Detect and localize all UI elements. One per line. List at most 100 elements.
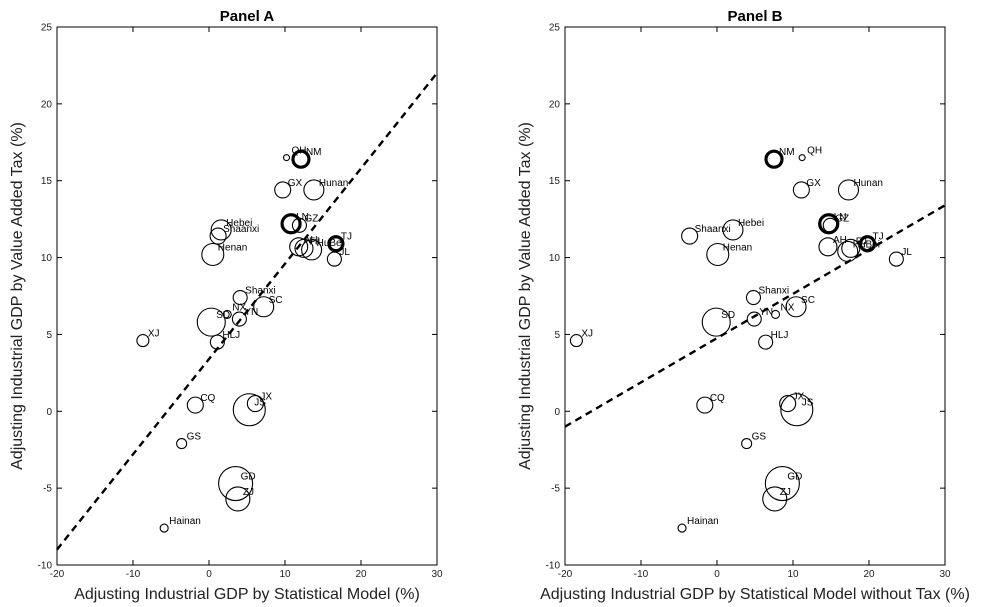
bubble-gs <box>176 438 188 450</box>
point-label: LN <box>296 212 309 223</box>
point-label: JS <box>802 398 814 409</box>
bubble-nm <box>764 149 784 169</box>
point-label: Hainan <box>687 516 719 527</box>
fit-line <box>56 72 438 551</box>
y-tick-label: 25 <box>41 23 53 34</box>
bubble-gz <box>822 217 838 233</box>
bubble-sd <box>701 307 731 337</box>
bubble-hebei <box>210 219 232 241</box>
point-label: Henan <box>218 242 247 253</box>
point-label: TJ <box>872 232 883 243</box>
point-label: NX <box>781 302 795 313</box>
point-label: XJ <box>581 329 593 340</box>
point-label: GS <box>187 432 202 443</box>
point-label: JS <box>254 398 266 409</box>
point-label: GD <box>241 472 256 483</box>
point-label: YN <box>759 307 773 318</box>
point-label: GX <box>288 178 303 189</box>
fit-line <box>564 204 946 428</box>
point-label: Shaanxi <box>223 224 259 235</box>
y-tick-label: 25 <box>549 23 561 34</box>
bubble-jx <box>779 395 797 413</box>
bubble-hlj <box>209 334 225 350</box>
bubble-qh <box>798 154 806 162</box>
point-label: SC <box>801 295 815 306</box>
y-tick-label: 20 <box>549 99 561 110</box>
bubble-sd <box>196 307 226 337</box>
point-label: Hunan <box>853 178 882 189</box>
x-tick-label: 0 <box>714 569 720 580</box>
point-label: QH <box>807 146 822 157</box>
x-tick-label: 10 <box>279 569 291 580</box>
bubble-js <box>780 393 814 427</box>
bubble-henan <box>201 242 225 267</box>
point-label: NM <box>306 147 322 158</box>
bubble-ln <box>280 213 302 235</box>
point-label: GD <box>787 472 802 483</box>
x-axis-label: Adjusting Industrial GDP by Statistical … <box>540 586 970 603</box>
bubble-hunan <box>303 179 325 201</box>
y-tick-label: 10 <box>549 253 561 264</box>
bubble-zj <box>762 486 788 512</box>
point-label: TJ <box>341 232 352 243</box>
bubble-gs <box>741 438 753 450</box>
bubble-shanxi <box>232 289 248 306</box>
point-label: JL <box>339 247 350 258</box>
bubble-fj <box>841 238 861 258</box>
point-label: JL <box>901 247 912 258</box>
panel-title: Panel B <box>727 8 782 25</box>
y-tick-label: 20 <box>41 99 53 110</box>
y-tick-label: 15 <box>549 176 561 187</box>
bubble-shaanxi <box>209 227 227 245</box>
y-tick-label: -10 <box>546 561 561 572</box>
y-tick-label: -5 <box>551 484 560 495</box>
x-tick-label: 20 <box>355 569 367 580</box>
bubble-gx <box>792 181 810 199</box>
bubble-hainan <box>677 523 687 533</box>
point-label: HLJ <box>771 330 789 341</box>
bubble-jl <box>888 251 904 267</box>
point-label: GZ <box>304 213 318 224</box>
x-tick-label: 30 <box>431 569 443 580</box>
x-tick-label: 30 <box>939 569 951 580</box>
point-label: Hainan <box>169 516 201 527</box>
x-tick-label: 0 <box>206 569 212 580</box>
x-tick-label: -10 <box>126 569 141 580</box>
plot-frame <box>56 26 438 566</box>
point-label: ZJ <box>780 487 791 498</box>
bubble-hlj <box>758 334 774 350</box>
bubble-yn <box>746 311 762 327</box>
bubble-hainan <box>159 523 169 533</box>
y-tick-label: 10 <box>41 253 53 264</box>
bubble-gx <box>274 181 292 199</box>
point-label: SD <box>721 310 735 321</box>
point-label: HLJ <box>222 330 240 341</box>
point-label: CQ <box>710 393 725 404</box>
bubble-hunan <box>837 179 860 201</box>
point-label: Hunan <box>319 178 348 189</box>
bubble-xj <box>136 334 150 348</box>
point-label: SD <box>216 310 230 321</box>
bubble-zj <box>225 486 251 512</box>
bubble-shaanxi <box>681 227 699 245</box>
point-label: Shanxi <box>245 286 276 297</box>
y-tick-label: 15 <box>41 176 53 187</box>
plot-frame <box>564 26 946 566</box>
y-tick-label: 0 <box>554 407 560 418</box>
point-label: GS <box>752 432 767 443</box>
bubble-hubei <box>837 240 859 262</box>
x-tick-label: 20 <box>863 569 875 580</box>
point-label: XJ <box>148 329 160 340</box>
bubble-fj <box>294 238 314 258</box>
bubble-cq <box>186 396 204 414</box>
bubble-jl <box>326 251 342 267</box>
bubble-gd <box>764 465 800 502</box>
point-label: AH <box>833 235 847 246</box>
bubble-nx <box>770 309 781 319</box>
x-tick-label: -20 <box>558 569 573 580</box>
point-label: SC <box>269 295 283 306</box>
point-label: GX <box>806 178 821 189</box>
y-tick-label: 5 <box>554 330 560 341</box>
